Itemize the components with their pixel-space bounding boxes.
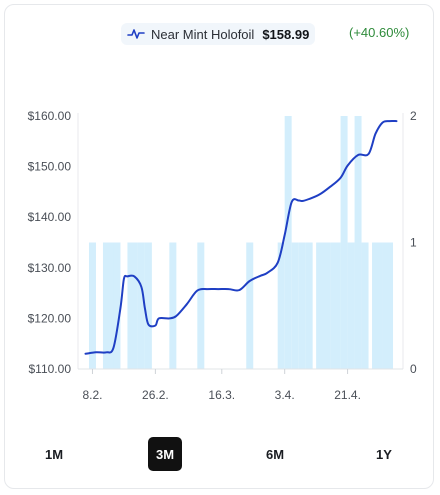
price-line-series <box>84 119 398 355</box>
volume-bar <box>354 116 362 369</box>
volume-bar <box>197 242 205 369</box>
volume-bar <box>284 116 292 369</box>
volume-bar <box>340 116 348 369</box>
y-tick-label: $140.00 <box>28 210 72 224</box>
x-tick-label: 8.2. <box>82 388 102 402</box>
legend-price: $158.99 <box>262 26 310 42</box>
legend-change: (+40.60%) <box>349 25 410 40</box>
volume-bar <box>386 242 394 369</box>
volume-bar <box>347 242 355 369</box>
y-axis-right: 2 1 0 <box>402 109 417 376</box>
volume-bars <box>88 116 394 369</box>
y2-tick-label: 2 <box>410 109 417 123</box>
x-tick-label: 3.4. <box>275 388 295 402</box>
x-tick-label: 21.4. <box>334 388 361 402</box>
volume-bar <box>144 242 152 369</box>
y-tick-label: $110.00 <box>29 362 72 376</box>
y-tick-label: $120.00 <box>28 311 72 325</box>
volume-bar <box>361 242 369 369</box>
volume-bar <box>277 242 285 369</box>
range-button-1y[interactable]: 1Y <box>376 446 392 462</box>
y-tick-label: $130.00 <box>28 261 72 275</box>
price-chart: $160.00 $150.00 $140.00 $130.00 $120.00 $110.… <box>28 109 417 402</box>
line-chart-icon <box>127 29 145 39</box>
volume-bar <box>137 242 145 369</box>
y-axis-left: $160.00 $150.00 $140.00 $130.00 $120.00 $110.… <box>28 109 79 376</box>
range-selector: 1M 3M 6M 1Y <box>0 437 440 471</box>
range-button-3m[interactable]: 3M <box>148 437 182 471</box>
legend-label: Near Mint Holofoil <box>151 26 255 42</box>
volume-bar <box>246 242 254 369</box>
x-tick-label: 26.2. <box>142 388 169 402</box>
volume-bar <box>169 242 177 369</box>
volume-bar <box>291 242 299 369</box>
range-button-1m[interactable]: 1M <box>44 446 64 462</box>
volume-bar <box>333 242 341 369</box>
y2-tick-label: 1 <box>410 236 417 250</box>
y-tick-label: $150.00 <box>28 160 72 174</box>
x-tick-label: 16.3. <box>208 388 235 402</box>
volume-bar <box>298 242 306 369</box>
volume-bar <box>305 242 313 369</box>
x-axis: 8.2. 26.2. 16.3. 3.4. 21.4. <box>78 368 403 402</box>
price-line <box>84 119 398 355</box>
legend-item[interactable]: Near Mint Holofoil $158.99 <box>121 23 316 45</box>
volume-bar <box>130 242 138 369</box>
volume-bar <box>113 242 121 369</box>
y-tick-label: $160.00 <box>28 109 72 123</box>
volume-bar <box>323 242 331 369</box>
range-button-6m[interactable]: 6M <box>265 446 285 462</box>
volume-bar <box>375 242 383 369</box>
volume-bar <box>88 242 96 369</box>
y2-tick-label: 0 <box>410 362 417 376</box>
